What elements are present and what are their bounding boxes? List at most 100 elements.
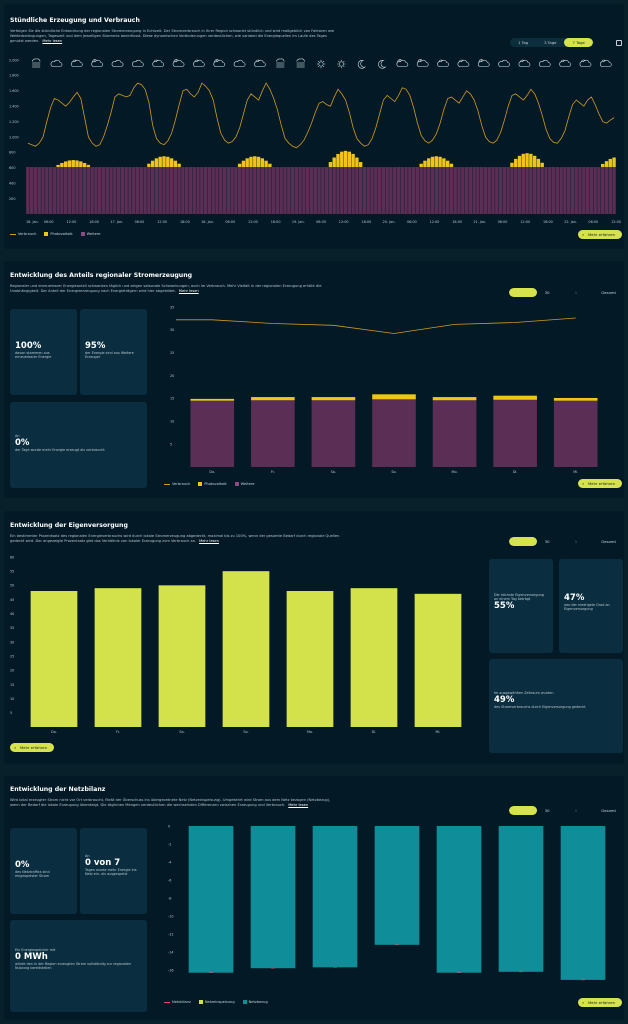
hourly-description-text: Verfolgen Sie die stündliche Entwicklung…	[10, 29, 335, 43]
bar-pv	[253, 156, 257, 168]
hourly-legend: Verbrauch Photovoltaik Weitere	[10, 232, 100, 236]
bar-pv	[336, 153, 340, 168]
y-tick-label: 40	[10, 612, 14, 616]
bar-other	[256, 167, 261, 214]
bar-other	[355, 167, 359, 214]
range-option-30-tage[interactable]: 30 Tage	[544, 290, 550, 295]
grid-card-feedin-value: 0%	[15, 860, 30, 870]
self-card-lowest-value: 47%	[564, 593, 585, 603]
bar-other	[566, 167, 571, 214]
partly-cloudy-night-icon	[477, 59, 490, 67]
range-option-30-tage[interactable]: 30 Tage	[544, 539, 550, 544]
bar-other	[457, 167, 461, 214]
hourly-more-link[interactable]: Mehr lesen	[42, 39, 63, 43]
range-option-30-tage[interactable]: 30 Tage	[544, 808, 550, 813]
range-option-3-tage[interactable]: 3 Tage	[544, 40, 557, 45]
legend-feedin: Netzeinspeisung	[198, 1000, 235, 1004]
grid-more-link[interactable]: Mehr lesen	[288, 803, 309, 807]
bar-other	[430, 167, 435, 214]
bar-other	[432, 400, 477, 467]
y-tick-label: 800	[9, 151, 15, 155]
grid-card-storage-text: Ein Energiespeicher mit	[15, 948, 56, 952]
grid-card-feedin: 0% des Netztraffics sind eingespeister S…	[10, 828, 77, 914]
cloud-icon	[132, 59, 144, 67]
legend-pv: Photovoltaik	[44, 232, 73, 236]
bar-grid-draw	[188, 826, 234, 973]
grid-balance-chart: 0-2-4-6-8-10-12-14-16Do.Fr.Sa.So.Mo.Di.M…	[168, 824, 606, 981]
x-tick-label: 12:00	[611, 220, 621, 224]
share-description-text: Regionaler und erneuerbarer Energieantei…	[10, 284, 322, 293]
bar-other	[132, 167, 136, 214]
legend-draw-label: Netzbezug	[248, 1000, 268, 1004]
bar-other	[582, 167, 586, 214]
sun-icon	[316, 59, 326, 69]
bar-pv	[249, 156, 253, 168]
range-option-7-tage[interactable]: 7 Tage	[509, 288, 537, 297]
bar-other	[192, 167, 196, 214]
bar-other	[271, 167, 276, 214]
share-more-link[interactable]: Mehr lesen	[178, 289, 199, 293]
bar-pv	[268, 163, 272, 168]
range-option-1-jahr[interactable]: 1 Jahr	[574, 808, 578, 813]
bar-other	[158, 167, 162, 214]
bar-other	[60, 167, 64, 214]
self-card-lowest: 47% war der niedrigste Grad an Eigenvers…	[559, 559, 623, 653]
bar-other	[317, 167, 321, 214]
bar-pv	[604, 161, 609, 168]
grid-more-button[interactable]: Mehr erfahren	[578, 998, 622, 1007]
y-tick-label: 1.000	[9, 135, 19, 139]
bar-other	[45, 167, 49, 214]
bar-pv	[493, 395, 537, 400]
bar-pv	[553, 397, 598, 401]
x-tick-label: Sa.	[179, 730, 184, 734]
bar-other	[279, 167, 283, 214]
partly-cloudy-day-icon	[193, 59, 205, 67]
bar-pv	[241, 160, 246, 168]
range-option-7-tage[interactable]: 7 Tage	[509, 537, 537, 546]
y-tick-label: 50	[10, 584, 14, 588]
bar-other	[113, 167, 117, 214]
self-description: Ein bestimmter Prozentsatz des regionale…	[10, 534, 340, 544]
bar-other	[290, 167, 295, 214]
self-more-link[interactable]: Mehr lesen	[199, 539, 219, 543]
range-option-gesamt[interactable]: Gesamt	[601, 808, 616, 813]
bar-other	[313, 167, 317, 214]
share-card-days-value: 0%	[15, 438, 30, 449]
bar-grid-draw	[498, 826, 544, 972]
range-option-1-tag[interactable]: 1 Tag	[518, 40, 529, 45]
bar-pv	[449, 163, 454, 168]
legend-other: Weitere	[80, 232, 100, 236]
bar-pv	[601, 163, 605, 168]
self-card-period-text: Im ausgewählten Zeitraum wurden	[494, 691, 554, 695]
fog-icon	[276, 58, 285, 68]
bar-other	[328, 167, 333, 214]
hourly-more-button[interactable]: Mehr erfahren	[578, 230, 622, 239]
self-card-highest-value: 55%	[494, 601, 515, 612]
self-more-button[interactable]: Mehr erfahren	[10, 743, 54, 752]
range-option-1-jahr[interactable]: 1 Jahr	[574, 290, 578, 295]
partly-cloudy-night-icon	[416, 59, 429, 67]
bar-grid-draw	[374, 826, 420, 945]
bar-other	[343, 167, 348, 214]
bar-other	[532, 167, 537, 214]
range-option-7-tage[interactable]: 7 Tage	[564, 38, 593, 47]
bar-self-supply	[30, 591, 78, 727]
bar-other	[283, 167, 287, 214]
range-option-gesamt[interactable]: Gesamt	[601, 290, 616, 295]
y-tick-label: 60	[10, 555, 14, 559]
legend-consumption: Verbrauch	[164, 482, 190, 486]
share-more-button[interactable]: Mehr erfahren	[578, 479, 622, 488]
bar-other	[419, 167, 423, 214]
bar-other	[570, 167, 575, 214]
share-card-days-prefix: An	[15, 434, 20, 438]
bar-pv	[351, 153, 355, 168]
bar-other	[597, 167, 601, 214]
grid-card-days-text: Tagen wurde mehr Energie ins Netz ein- a…	[85, 868, 137, 877]
bar-other	[585, 167, 590, 214]
calendar-icon[interactable]	[616, 39, 622, 46]
range-option-7-tage[interactable]: 7 Tage	[509, 806, 537, 815]
range-option-1-jahr[interactable]: 1 Jahr	[574, 539, 578, 544]
share-legend: Verbrauch Photovoltaik Weitere	[164, 482, 254, 486]
bar-other	[374, 167, 378, 214]
range-option-gesamt[interactable]: Gesamt	[601, 539, 616, 544]
